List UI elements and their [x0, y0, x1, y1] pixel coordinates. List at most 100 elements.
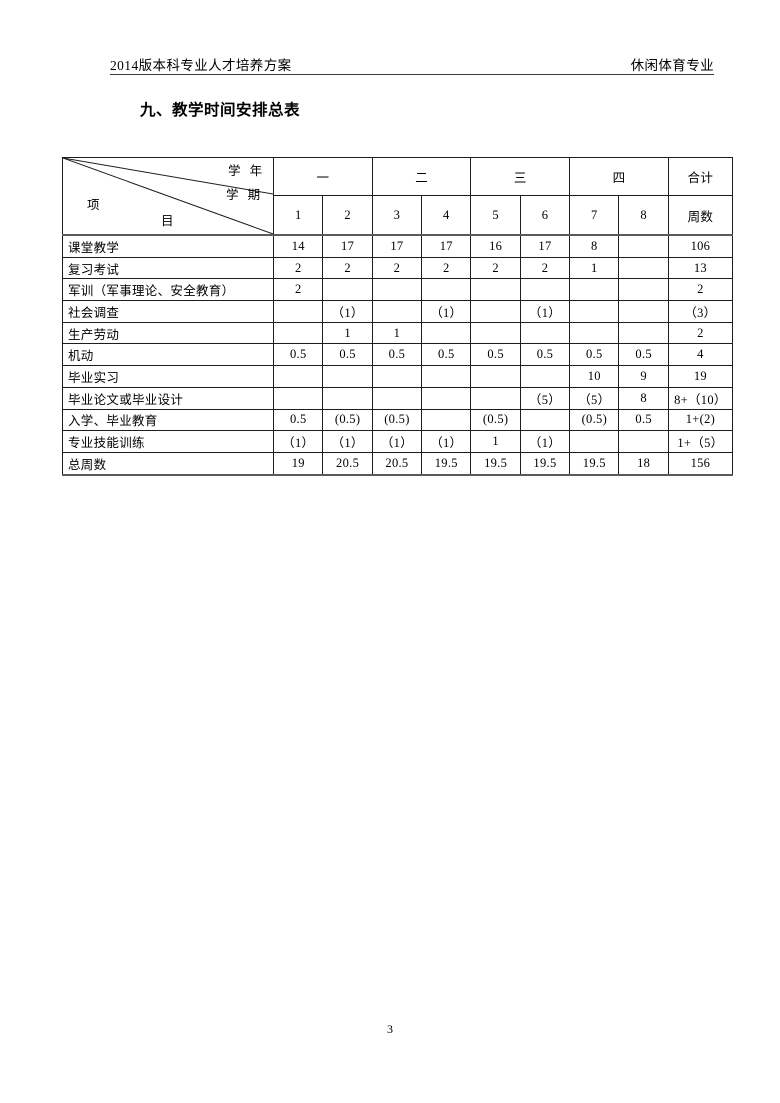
- cell-total: 1+（5）: [667, 430, 734, 453]
- cell-value: （1）: [322, 430, 373, 453]
- table-row: 课堂教学 14 17 17 17 16 17 8 106: [61, 233, 734, 258]
- table-row: 社会调查 （1） （1） （1） （3）: [61, 300, 734, 323]
- cell-value: 14: [273, 233, 324, 258]
- semester-header-2: 2: [322, 195, 373, 236]
- cell-value: 0.5: [273, 408, 324, 432]
- teaching-schedule-table: 学 年 学 期 项 目 一 二 三 四 合计 1 2 3 4 5: [61, 156, 734, 476]
- cell-value: 2: [273, 256, 324, 280]
- corner-diagonal-box: 学 年 学 期 项 目: [63, 158, 274, 234]
- cell-value: [569, 300, 620, 323]
- cell-value: 1: [322, 321, 373, 345]
- row-label: 毕业论文或毕业设计: [61, 386, 275, 410]
- cell-value: [421, 408, 472, 432]
- cell-value: 2: [421, 256, 472, 280]
- cell-value: [519, 365, 571, 388]
- total-sub-header: 周数: [667, 195, 734, 236]
- cell-value: 0.5: [618, 408, 669, 432]
- cell-total: 13: [667, 256, 734, 280]
- table-row: 总周数 19 20.5 20.5 19.5 19.5 19.5 19.5 18 …: [61, 451, 734, 476]
- cell-value: (0.5): [371, 408, 423, 432]
- cell-value: (0.5): [569, 408, 620, 432]
- cell-value: [618, 233, 669, 258]
- table-corner-cell: 学 年 学 期 项 目: [61, 157, 275, 236]
- row-label: 专业技能训练: [61, 430, 275, 453]
- table-row: 机动 0.5 0.5 0.5 0.5 0.5 0.5 0.5 0.5 4: [61, 343, 734, 367]
- cell-value: [569, 321, 620, 345]
- cell-value: 2: [273, 278, 324, 302]
- cell-value: 19: [273, 451, 324, 476]
- cell-value: [470, 365, 521, 388]
- semester-header-8: 8: [618, 195, 669, 236]
- year-header-1: 一: [273, 156, 373, 197]
- table-row: 入学、毕业教育 0.5 (0.5) (0.5) (0.5) (0.5) 0.5 …: [61, 408, 734, 432]
- cell-value: 2: [519, 256, 571, 280]
- cell-total: 8+（10）: [667, 386, 734, 410]
- corner-year-label: 学 年: [227, 164, 266, 178]
- row-label: 课堂教学: [61, 233, 275, 258]
- cell-value: [273, 365, 324, 388]
- cell-total: 106: [667, 233, 734, 258]
- page-number: 3: [387, 1022, 393, 1036]
- semester-header-5: 5: [470, 195, 521, 236]
- cell-value: [371, 278, 423, 302]
- header-right-text: 休闲体育专业: [630, 58, 714, 73]
- cell-value: [618, 321, 669, 345]
- semester-header-3: 3: [371, 195, 423, 236]
- cell-value: 1: [470, 430, 521, 453]
- header-left-text: 2014版本科专业人才培养方案: [110, 58, 292, 73]
- cell-value: 19.5: [569, 451, 620, 476]
- cell-value: 0.5: [421, 343, 472, 367]
- cell-value: [421, 365, 472, 388]
- cell-value: [618, 278, 669, 302]
- year-header-3: 三: [470, 156, 571, 197]
- cell-value: [569, 278, 620, 302]
- year-header-4: 四: [569, 156, 669, 197]
- cell-value: 0.5: [618, 343, 669, 367]
- cell-value: 8: [618, 386, 669, 410]
- cell-value: （1）: [519, 430, 571, 453]
- teaching-schedule-table-container: 学 年 学 期 项 目 一 二 三 四 合计 1 2 3 4 5: [61, 156, 734, 476]
- row-label: 复习考试: [61, 256, 275, 280]
- cell-value: 8: [569, 233, 620, 258]
- page-running-header: 2014版本科专业人才培养方案 休闲体育专业: [110, 52, 714, 75]
- cell-value: [421, 278, 472, 302]
- cell-value: 17: [519, 233, 571, 258]
- cell-total: （3）: [667, 300, 734, 323]
- row-label: 毕业实习: [61, 365, 275, 388]
- cell-total: 2: [667, 278, 734, 302]
- cell-value: 2: [371, 256, 423, 280]
- table-row: 生产劳动 1 1 2: [61, 321, 734, 345]
- cell-value: （1）: [519, 300, 571, 323]
- corner-diagonal-lines-icon: [63, 158, 274, 234]
- cell-value: 10: [569, 365, 620, 388]
- cell-value: (0.5): [322, 408, 373, 432]
- cell-value: [273, 321, 324, 345]
- row-label: 入学、毕业教育: [61, 408, 275, 432]
- cell-value: 2: [322, 256, 373, 280]
- cell-value: 18: [618, 451, 669, 476]
- semester-header-6: 6: [519, 195, 571, 236]
- cell-total: 156: [667, 451, 734, 476]
- cell-value: [519, 408, 571, 432]
- cell-value: [371, 365, 423, 388]
- cell-value: [569, 430, 620, 453]
- cell-value: [421, 321, 472, 345]
- cell-value: 17: [371, 233, 423, 258]
- cell-total: 19: [667, 365, 734, 388]
- row-label: 社会调查: [61, 300, 275, 323]
- cell-value: [618, 256, 669, 280]
- cell-value: 17: [322, 233, 373, 258]
- cell-value: (0.5): [470, 408, 521, 432]
- cell-value: [618, 300, 669, 323]
- semester-header-4: 4: [421, 195, 472, 236]
- cell-total: 1+(2): [667, 408, 734, 432]
- cell-value: [273, 300, 324, 323]
- row-label: 生产劳动: [61, 321, 275, 345]
- semester-header-7: 7: [569, 195, 620, 236]
- semester-header-1: 1: [273, 195, 324, 236]
- cell-value: 1: [371, 321, 423, 345]
- cell-value: [470, 321, 521, 345]
- cell-value: [371, 386, 423, 410]
- cell-value: （1）: [371, 430, 423, 453]
- cell-total: 2: [667, 321, 734, 345]
